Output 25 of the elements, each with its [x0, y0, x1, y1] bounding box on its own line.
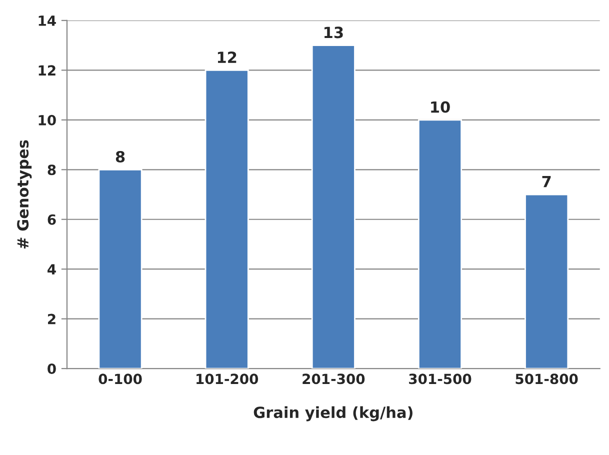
- data-label: 12: [218, 52, 236, 63]
- x-tick-label: 0-100: [98, 374, 142, 384]
- x-tick-label: 501-800: [516, 374, 578, 384]
- y-tick-label: 12: [38, 65, 56, 76]
- bar: [311, 44, 356, 369]
- data-label: 8: [116, 150, 125, 163]
- y-tick-label: 14: [38, 16, 56, 26]
- y-tick-label: 6: [48, 214, 56, 225]
- x-tick-label: 101-200: [196, 374, 258, 384]
- x-tick-label: 301-500: [409, 374, 472, 384]
- bar: [524, 194, 569, 369]
- bar: [204, 70, 249, 369]
- x-axis-title: Grain yield (kg/ha): [254, 406, 412, 422]
- data-label: 10: [431, 101, 450, 113]
- y-tick-label: 10: [38, 114, 56, 126]
- y-tick-label: 2: [48, 314, 56, 324]
- bar: [418, 119, 462, 369]
- bar: [98, 168, 142, 369]
- data-label: 7: [542, 176, 551, 188]
- x-tick-label: 201-300: [302, 374, 365, 384]
- y-tick-label: 0: [48, 364, 56, 374]
- data-label: 13: [324, 26, 343, 38]
- y-axis-title: # Genotypes: [17, 140, 32, 248]
- y-tick-label: 4: [48, 264, 56, 274]
- y-tick-label: 8: [48, 164, 56, 176]
